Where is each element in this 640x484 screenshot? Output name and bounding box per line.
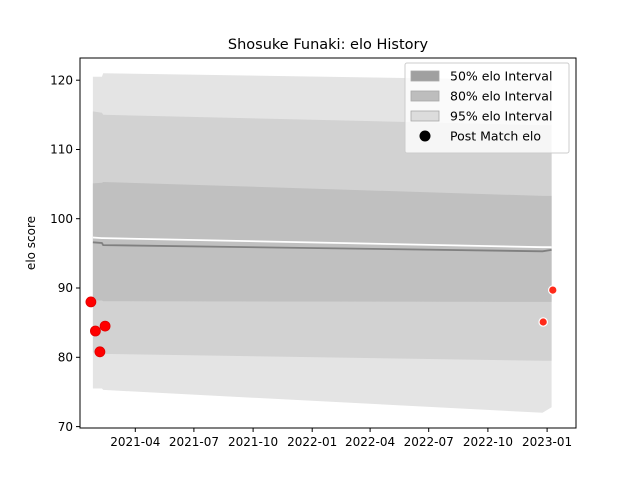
y-axis-label: elo score xyxy=(24,216,38,270)
y-axis-ticks: 70 80 90 100 110 120 xyxy=(50,73,80,434)
y-tick-label: 90 xyxy=(58,281,73,295)
line-estimate xyxy=(92,241,552,253)
y-tick-label: 110 xyxy=(50,143,73,157)
y-tick-label: 100 xyxy=(50,212,73,226)
post-match-point xyxy=(99,320,111,332)
legend-marker-post-match-elo xyxy=(419,130,431,142)
legend-label-post-match-elo: Post Match elo xyxy=(450,128,541,143)
post-match-point xyxy=(85,296,97,308)
post-match-point xyxy=(538,317,548,327)
y-tick-label: 80 xyxy=(58,351,73,365)
estimate-lines xyxy=(92,236,552,253)
post-match-point xyxy=(90,325,101,337)
post-match-points xyxy=(85,285,558,358)
x-tick-label: 2021-10 xyxy=(228,435,278,449)
legend-swatch-50-elo-interval xyxy=(410,70,440,82)
x-tick-label: 2022-07 xyxy=(404,435,454,449)
y-tick-label: 70 xyxy=(58,420,73,434)
line-post-estimate xyxy=(92,236,552,249)
x-tick-label: 2022-01 xyxy=(287,435,337,449)
plot-frame xyxy=(79,57,577,429)
legend-label-95-elo-interval: 95% elo Interval xyxy=(450,108,552,123)
x-tick-label: 2023-01 xyxy=(522,435,572,449)
x-tick-label: 2022-04 xyxy=(345,435,395,449)
legend-label-50-elo-interval: 50% elo Interval xyxy=(450,68,552,83)
legend-box xyxy=(404,62,570,154)
legend-swatch-80-elo-interval xyxy=(410,90,440,102)
legend-label-80-elo-interval: 80% elo Interval xyxy=(450,88,552,103)
x-tick-label: 2022-10 xyxy=(463,435,513,449)
post-match-point xyxy=(547,285,558,295)
post-match-point xyxy=(94,346,106,358)
x-axis-ticks: 2021-04 2021-07 2021-10 2022-01 2022-04 2022-… xyxy=(110,428,572,449)
y-tick-label: 120 xyxy=(50,73,73,87)
legend: 50% elo Interval 80% elo Interval 95% elo … xyxy=(404,62,570,154)
chart-title: Shosuke Funaki: elo History xyxy=(228,37,429,53)
x-tick-label: 2021-07 xyxy=(169,435,219,449)
legend-swatch-95-elo-interval xyxy=(410,110,440,122)
x-tick-label: 2021-04 xyxy=(110,435,160,449)
